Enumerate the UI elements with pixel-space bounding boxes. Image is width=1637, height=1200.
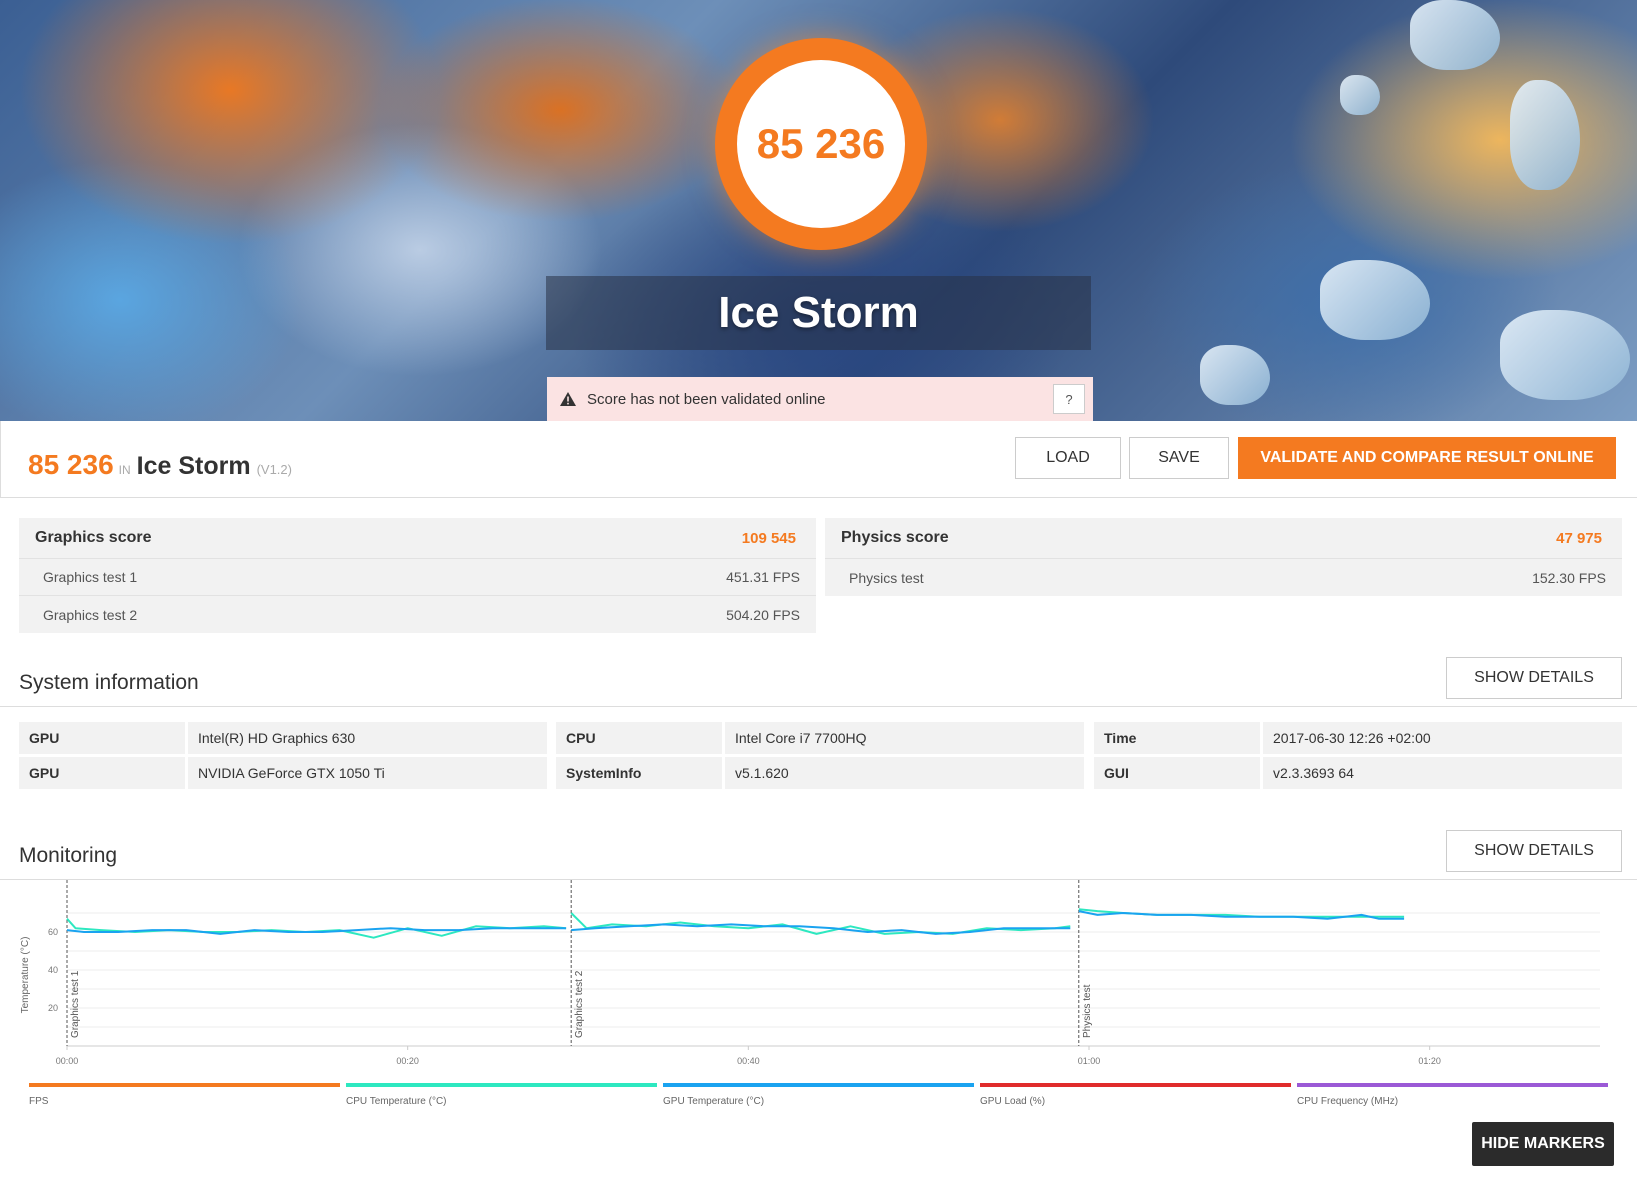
validation-alert: Score has not been validated online ?	[547, 377, 1093, 421]
sysinfo-value: v5.1.620	[725, 757, 1084, 789]
score-ring: 85 236	[715, 38, 927, 250]
test-name: Physics test	[849, 569, 924, 586]
help-button[interactable]: ?	[1053, 384, 1085, 414]
ice-rock	[1510, 80, 1580, 190]
sysinfo-key: Time	[1094, 722, 1260, 754]
test-name: Graphics test 1	[43, 569, 138, 585]
test-name: Graphics test 2	[43, 606, 138, 623]
physics-score-label: Physics score	[841, 529, 949, 546]
graphics-score-panel: Graphics score 109 545 Graphics test 1 4…	[19, 518, 816, 633]
alert-text: Score has not been validated online	[587, 390, 826, 408]
hero-banner: 85 236 Ice Storm Score has not been vali…	[0, 0, 1637, 421]
sysinfo-value: v2.3.3693 64	[1263, 757, 1622, 789]
save-button[interactable]: SAVE	[1129, 437, 1229, 479]
chart-series-line	[571, 923, 1071, 935]
sysinfo-key: SystemInfo	[556, 757, 722, 789]
chart-x-tick-label: 00:00	[56, 1056, 79, 1066]
chart-marker-label: Graphics test 2	[574, 970, 585, 1038]
test-row: Physics test 152.30 FPS	[825, 559, 1622, 596]
test-row: Graphics test 1 451.31 FPS	[19, 559, 816, 596]
hero-title: Ice Storm	[718, 288, 919, 337]
legend-label: CPU Temperature (°C)	[346, 1096, 447, 1107]
test-value: 504.20 FPS	[726, 606, 800, 623]
chart-x-tick-label: 00:20	[396, 1056, 419, 1066]
sysinfo-value: Intel Core i7 7700HQ	[725, 722, 1084, 754]
sysinfo-key: GPU	[19, 757, 185, 789]
hide-markers-button[interactable]: HIDE MARKERS	[1472, 1122, 1614, 1166]
ice-rock	[1500, 310, 1630, 400]
result-score: 85 236	[28, 449, 114, 480]
chart-y-tick-label: 60	[48, 927, 58, 937]
sysinfo-value: Intel(R) HD Graphics 630	[188, 722, 547, 754]
graphics-score-value: 109 545	[741, 529, 796, 547]
monitoring-header: Monitoring SHOW DETAILS	[0, 830, 1637, 880]
legend-label: CPU Frequency (MHz)	[1297, 1096, 1399, 1107]
chart-x-tick-label: 01:20	[1418, 1056, 1441, 1066]
system-info-header: System information SHOW DETAILS	[0, 657, 1637, 707]
sysinfo-key: GUI	[1094, 757, 1260, 789]
legend-color-bar[interactable]	[663, 1083, 974, 1087]
monitoring-chart: 20 40 60 Temperature (°C) 00:00 00:20 00:40 01:…	[20, 880, 1600, 1066]
test-value: 451.31 FPS	[726, 569, 800, 585]
load-button[interactable]: LOAD	[1015, 437, 1121, 479]
chart-y-label: Temperature (°C)	[20, 937, 31, 1014]
sysinfo-key: GPU	[19, 722, 185, 754]
validate-compare-button[interactable]: VALIDATE AND COMPARE RESULT ONLINE	[1238, 437, 1616, 479]
graphics-score-label: Graphics score	[35, 529, 152, 546]
chart-marker-label: Graphics test 1	[70, 970, 81, 1038]
test-row: Graphics test 2 504.20 FPS	[19, 596, 816, 633]
legend-label: GPU Temperature (°C)	[663, 1096, 765, 1107]
result-header: 85 236 IN Ice Storm (V1.2) LOAD SAVE VAL…	[0, 421, 1637, 498]
monitoring-title: Monitoring	[19, 844, 118, 867]
ice-rock	[1200, 345, 1270, 405]
chart-y-tick-label: 40	[48, 965, 58, 975]
sysinfo-key: CPU	[556, 722, 722, 754]
ice-rock	[1340, 75, 1380, 115]
chart-series-line	[570, 912, 1071, 935]
result-in-label: IN	[118, 463, 131, 477]
system-show-details-button[interactable]: SHOW DETAILS	[1446, 657, 1622, 699]
legend-label: GPU Load (%)	[980, 1096, 1046, 1107]
result-benchmark-name: Ice Storm	[136, 452, 251, 480]
sysinfo-value: NVIDIA GeForce GTX 1050 Ti	[188, 757, 547, 789]
warning-icon	[559, 391, 577, 407]
test-value: 152.30 FPS	[1532, 569, 1606, 586]
physics-score-value: 47 975	[1556, 529, 1602, 547]
chart-series-line	[1078, 910, 1405, 920]
legend-color-bar[interactable]	[29, 1083, 340, 1087]
legend-label: FPS	[29, 1096, 49, 1107]
chart-y-tick-label: 20	[48, 1003, 58, 1013]
legend-color-bar[interactable]	[980, 1083, 1291, 1087]
legend-color-bar[interactable]	[346, 1083, 657, 1087]
hero-title-band: Ice Storm	[546, 276, 1091, 350]
legend-color-bar[interactable]	[1297, 1083, 1608, 1087]
ice-rock	[1410, 0, 1500, 70]
physics-score-panel: Physics score 47 975 Physics test 152.30…	[825, 518, 1622, 596]
chart-marker-label: Physics test	[1082, 984, 1093, 1038]
monitoring-show-details-button[interactable]: SHOW DETAILS	[1446, 830, 1622, 872]
sysinfo-value: 2017-06-30 12:26 +02:00	[1263, 722, 1622, 754]
chart-x-tick-label: 00:40	[737, 1056, 760, 1066]
chart-series-line	[66, 927, 567, 935]
ice-rock	[1320, 260, 1430, 340]
hero-score: 85 236	[756, 120, 886, 167]
result-version: (V1.2)	[256, 462, 292, 477]
system-info-title: System information	[19, 671, 199, 694]
chart-x-tick-label: 01:00	[1078, 1056, 1101, 1066]
